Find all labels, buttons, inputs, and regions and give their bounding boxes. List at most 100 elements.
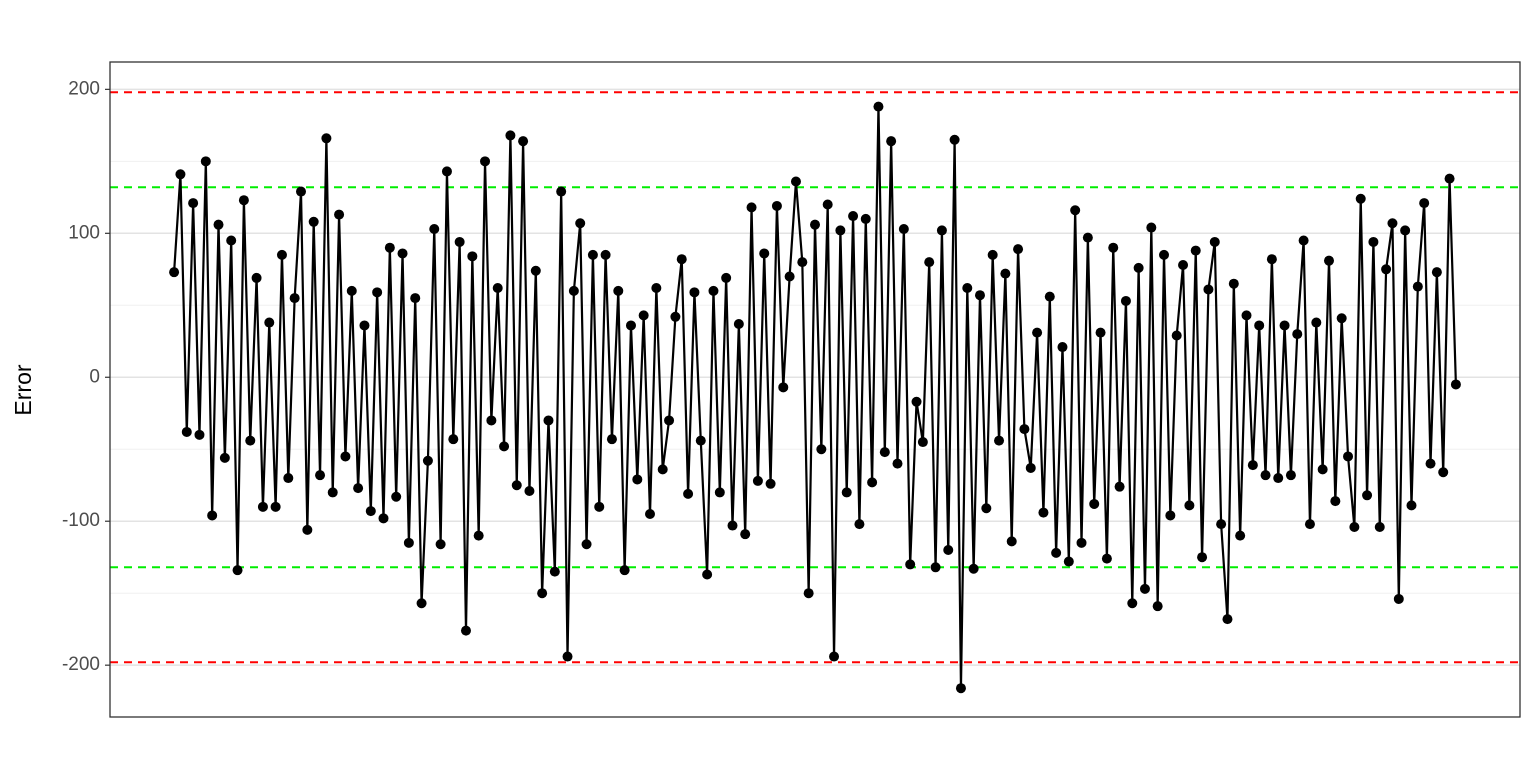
point: [911, 396, 922, 407]
point: [1044, 291, 1055, 302]
point: [1438, 467, 1449, 478]
point: [1108, 242, 1119, 253]
point: [448, 434, 459, 445]
point: [1285, 470, 1296, 481]
point: [581, 539, 592, 550]
point: [1343, 451, 1354, 462]
point: [1330, 496, 1341, 507]
y-tick-label: -200: [62, 654, 100, 675]
point: [829, 651, 840, 662]
point: [188, 198, 199, 209]
point: [245, 435, 256, 446]
point: [1025, 462, 1036, 473]
point: [575, 218, 586, 229]
point: [1171, 330, 1182, 341]
point: [219, 452, 230, 463]
point: [1235, 530, 1246, 541]
point: [359, 320, 370, 331]
point: [1336, 313, 1347, 324]
point: [905, 559, 916, 570]
point: [1051, 547, 1062, 558]
point: [1355, 193, 1366, 204]
point: [1063, 556, 1074, 567]
point: [1228, 278, 1239, 289]
point: [283, 473, 294, 484]
point: [549, 566, 560, 577]
point: [460, 625, 471, 636]
point: [289, 293, 300, 304]
point: [746, 202, 757, 213]
point: [651, 283, 662, 294]
point: [1254, 320, 1265, 331]
point: [1152, 601, 1163, 612]
point: [232, 565, 243, 576]
point: [664, 415, 675, 426]
point: [803, 588, 814, 599]
point: [1216, 519, 1227, 530]
point: [562, 651, 573, 662]
point: [181, 426, 192, 437]
point: [683, 488, 694, 499]
point: [1209, 236, 1220, 247]
point: [1266, 254, 1277, 265]
point: [384, 242, 395, 253]
point: [645, 509, 656, 520]
point: [1273, 473, 1284, 484]
point: [854, 519, 865, 530]
point: [1101, 553, 1112, 564]
point: [1032, 327, 1043, 338]
point: [790, 176, 801, 187]
point: [1247, 460, 1258, 471]
point: [924, 257, 935, 268]
point: [1400, 225, 1411, 236]
point: [353, 483, 364, 494]
point: [524, 485, 535, 496]
point: [226, 235, 237, 246]
point: [435, 539, 446, 550]
y-tick-label: 0: [89, 366, 100, 387]
point: [480, 156, 491, 167]
point: [860, 213, 871, 224]
point: [848, 211, 859, 222]
point: [422, 455, 433, 466]
point: [892, 458, 903, 469]
point: [200, 156, 211, 167]
point: [1444, 173, 1455, 184]
point: [1197, 552, 1208, 563]
point: [879, 447, 890, 458]
point: [518, 136, 529, 147]
point: [638, 310, 649, 321]
point: [1393, 593, 1404, 604]
y-tick-label: -100: [62, 510, 100, 531]
point: [727, 520, 738, 531]
point: [1006, 536, 1017, 547]
point: [714, 487, 725, 498]
point: [511, 480, 522, 491]
point: [543, 415, 554, 426]
point: [308, 216, 319, 227]
point: [467, 251, 478, 262]
point: [1279, 320, 1290, 331]
point: [765, 478, 776, 489]
point: [670, 311, 681, 322]
point: [873, 101, 884, 112]
point: [740, 529, 751, 540]
point: [1127, 598, 1138, 609]
point: [987, 249, 998, 260]
point: [238, 195, 249, 206]
panel-border: [109, 61, 1521, 718]
point: [334, 209, 345, 220]
point: [778, 382, 789, 393]
point: [708, 285, 719, 296]
point: [1298, 235, 1309, 246]
point: [1114, 481, 1125, 492]
point: [721, 272, 732, 283]
point: [1381, 264, 1392, 275]
point: [613, 285, 624, 296]
point: [1070, 205, 1081, 216]
point: [1165, 510, 1176, 521]
point: [968, 563, 979, 574]
point: [251, 272, 262, 283]
point: [625, 320, 636, 331]
